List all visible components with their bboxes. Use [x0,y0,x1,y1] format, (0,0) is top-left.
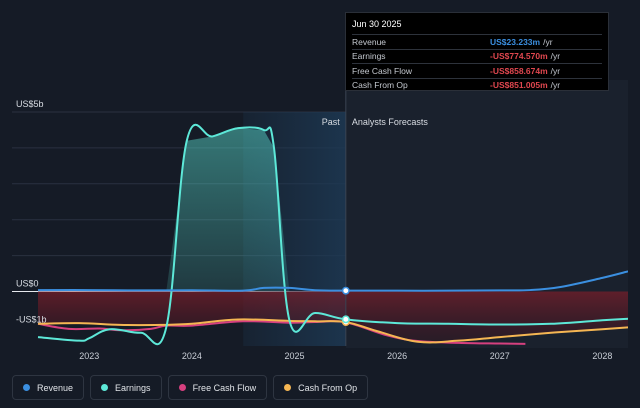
tooltip-value: -US$851.005m [490,80,548,91]
background-bands [38,80,628,348]
x-tick-label: 2024 [182,351,202,361]
tooltip-row-cash-from-op: Cash From Op -US$851.005m/yr [352,77,602,93]
tooltip-value: US$23.233m [490,36,541,47]
legend-item-earnings[interactable]: Earnings [90,375,162,400]
legend-dot-icon [23,384,30,391]
past-label: Past [322,117,341,127]
legend-label: Free Cash Flow [192,382,257,393]
series-layer [37,80,628,346]
legend-item-revenue[interactable]: Revenue [12,375,85,400]
legend-dot-icon [178,384,186,391]
tooltip-row-earnings: Earnings -US$774.570m/yr [352,48,602,64]
y-tick-label: -US$1b [16,314,47,324]
tooltip-panel: Jun 30 2025 Revenue US$23.233m/yr Earnings… [345,12,609,91]
earnings-area [38,128,628,292]
tooltip-unit: /yr [550,80,561,91]
axis-labels: US$5b US$0 -US$1b 2023 2024 2025 2026 2027 2028 P… [16,99,612,361]
series-line-earnings [37,123,628,346]
legend-item-cash-from-op[interactable]: Cash From Op [273,375,369,400]
legend-item-free-cash-flow[interactable]: Free Cash Flow [167,375,268,400]
series-marker [341,286,350,295]
tooltip-unit: /yr [543,36,553,47]
legend-label: Revenue [37,382,74,393]
tooltip-value: -US$858.674m [490,65,548,76]
tooltip-label: Revenue [352,36,387,47]
series-line-revenue [37,270,628,292]
tooltip-row-revenue: Revenue US$23.233m/yr [352,34,602,49]
legend-label: Cash From Op [298,382,358,393]
legend-label: Earnings [115,382,151,393]
tooltip-label: Cash From Op [352,80,408,91]
tooltip-unit: /yr [550,65,561,76]
x-tick-label: 2023 [79,351,99,361]
forecast-label: Analysts Forecasts [352,117,429,127]
x-tick-label: 2027 [490,351,510,361]
series-marker [341,315,350,324]
legend-dot-icon [101,384,109,391]
legend: Revenue Earnings Free Cash Flow Cash From O… [12,375,369,400]
y-tick-label: US$0 [16,279,39,289]
tooltip-label: Earnings [352,51,386,62]
series-line-cash-from-op [37,318,628,344]
y-tick-label: US$5b [16,99,44,109]
x-tick-label: 2026 [387,351,407,361]
tooltip-row-free-cash-flow: Free Cash Flow -US$858.674m/yr [352,63,602,78]
tooltip-value: -US$774.570m [490,51,548,62]
tooltip-unit: /yr [550,51,561,62]
x-tick-label: 2028 [592,351,612,361]
tooltip-label: Free Cash Flow [352,65,412,76]
x-tick-label: 2025 [285,351,305,361]
tooltip-date: Jun 30 2025 [352,19,402,29]
legend-dot-icon [284,384,292,391]
